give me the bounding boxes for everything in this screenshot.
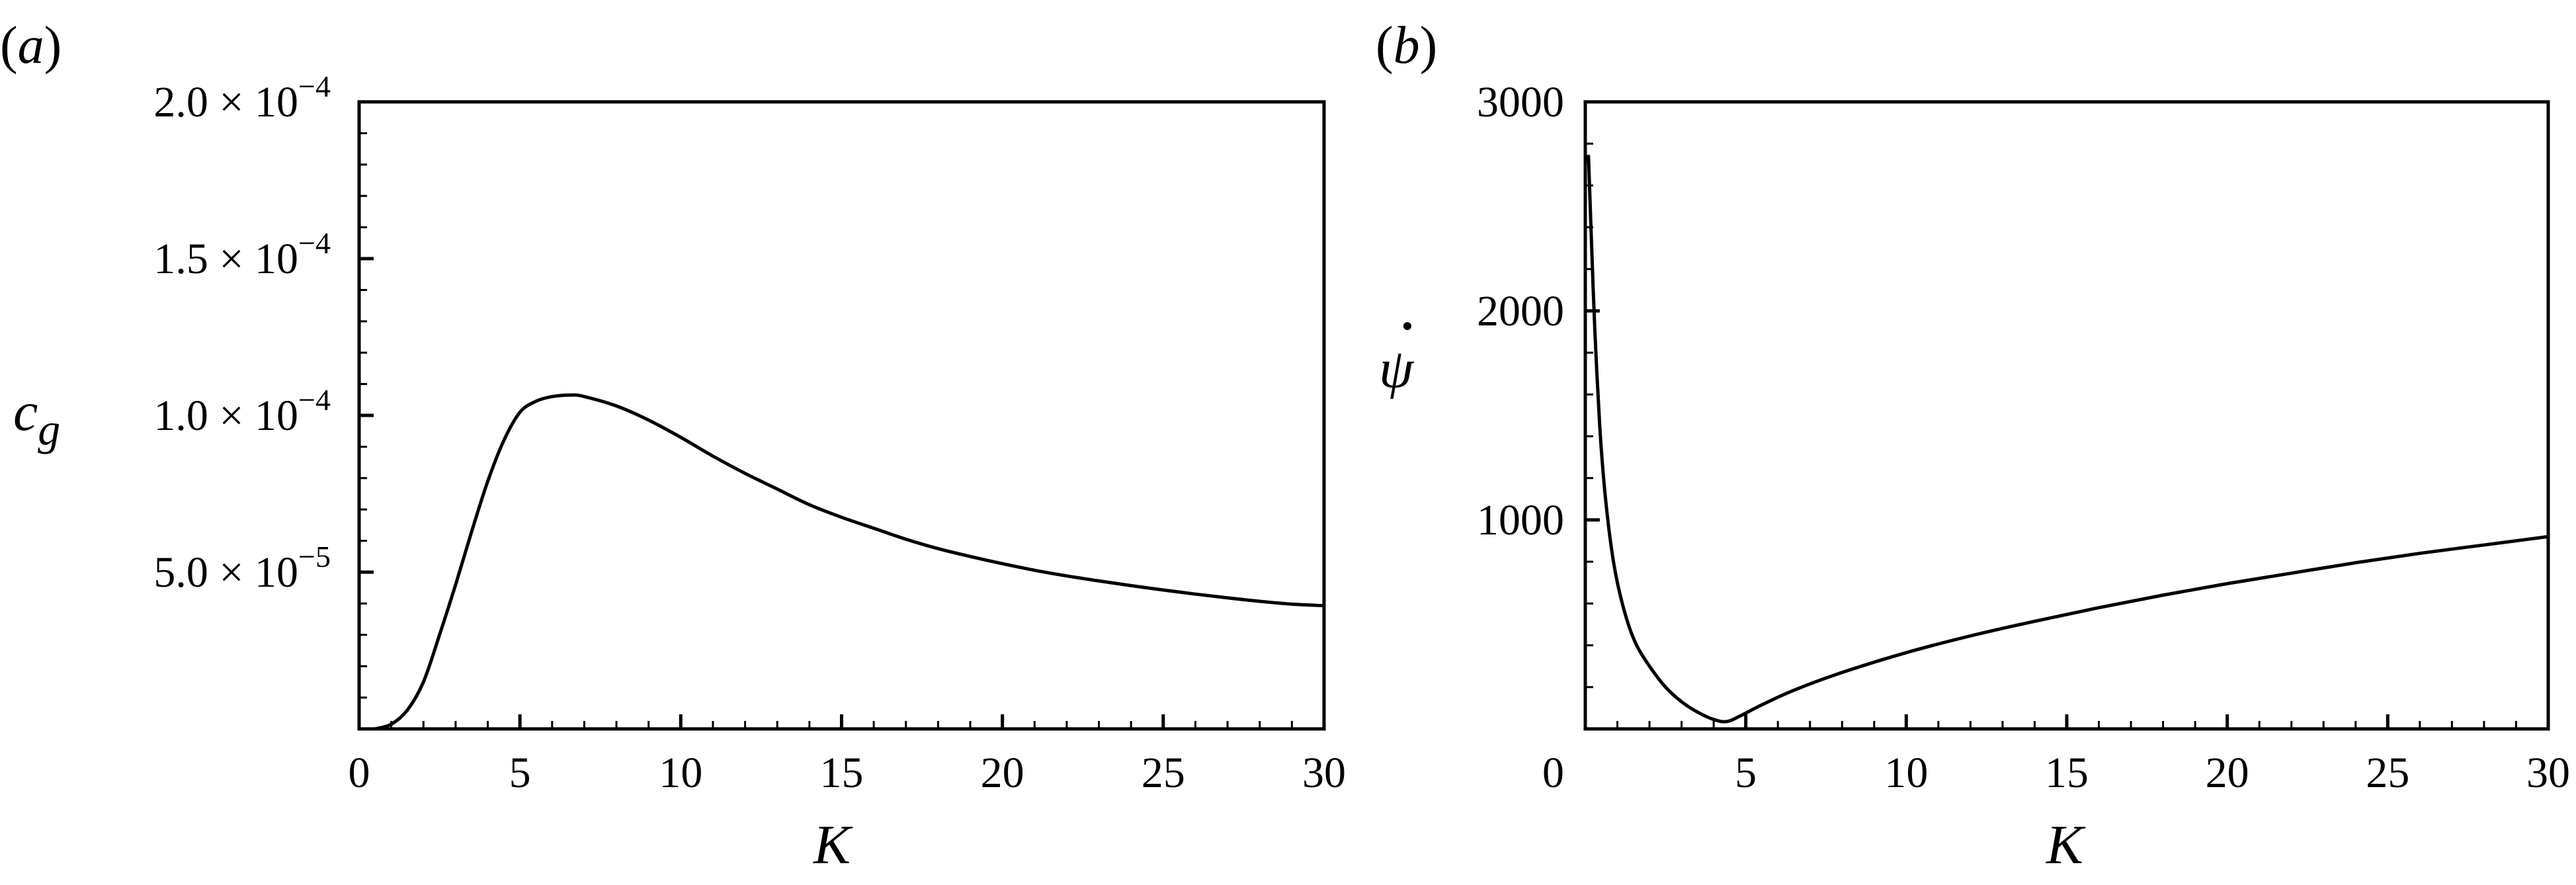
x-tick-label: 20 — [981, 749, 1024, 797]
panel-b-ticks — [1583, 100, 2550, 731]
dot-accent-icon — [1403, 322, 1411, 330]
x-tick-label: 15 — [2045, 749, 2089, 797]
panel-b-x-axis-label: K — [2046, 814, 2086, 876]
panel-b-label: (b) — [1376, 17, 1437, 75]
panel-b-curve — [1587, 154, 2550, 724]
panel-b-y-tick-labels: 1000 2000 3000 0 — [1477, 78, 1564, 797]
panel-a: (a) 5.0 × 10−5 1.0 × 10−4 1.5 × 10−4 2.0 × … — [0, 17, 1346, 876]
panel-b-y-axis-label: ψ — [1379, 322, 1415, 400]
x-tick-label: 0 — [349, 749, 370, 797]
y-tick-label: 2.0 × 10−4 — [153, 69, 331, 126]
y-tick-label: 1000 — [1477, 496, 1564, 544]
x-tick-label: 25 — [2366, 749, 2409, 797]
svg-text:ψ: ψ — [1379, 338, 1415, 400]
x-tick-label: 5 — [1735, 749, 1757, 797]
x-tick-label: 25 — [1142, 749, 1185, 797]
y-tick-label: 1.0 × 10−4 — [153, 383, 331, 440]
y-tick-label: 5.0 × 10−5 — [153, 540, 331, 597]
y-tick-label: 2000 — [1477, 287, 1564, 335]
panel-a-y-axis-label: cg — [13, 381, 60, 454]
panel-a-frame — [357, 100, 1326, 731]
panel-a-y-tick-labels: 5.0 × 10−5 1.0 × 10−4 1.5 × 10−4 2.0 × 10−4 — [153, 69, 331, 597]
x-tick-label: 15 — [820, 749, 864, 797]
x-tick-label: 30 — [2526, 749, 2570, 797]
panel-a-x-tick-labels: 0 5 10 15 20 25 30 — [349, 749, 1347, 797]
x-tick-label: 20 — [2206, 749, 2249, 797]
panel-a-ticks — [357, 100, 1326, 731]
x-tick-label: 30 — [1302, 749, 1346, 797]
x-tick-label: 10 — [659, 749, 702, 797]
x-tick-label: 10 — [1884, 749, 1928, 797]
x-tick-label: 5 — [509, 749, 531, 797]
panel-b: (b) 1000 2000 3000 0 0 5 10 15 20 25 30 ψ K — [1376, 17, 2570, 876]
panel-a-curve — [373, 393, 1326, 731]
panel-b-frame — [1583, 100, 2550, 731]
panel-a-label: (a) — [0, 17, 62, 75]
panel-a-x-axis-label: K — [813, 814, 853, 876]
y-tick-label: 1.5 × 10−4 — [153, 226, 331, 283]
y-tick-label-zero: 0 — [1542, 749, 1564, 797]
y-tick-label: 3000 — [1477, 78, 1564, 126]
